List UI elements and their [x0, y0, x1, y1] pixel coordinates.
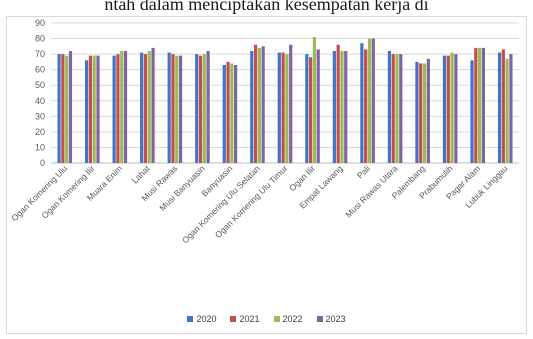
bar-2023 — [454, 54, 458, 163]
bar-2020 — [387, 51, 392, 163]
bar-2023 — [481, 47, 486, 164]
bar-2021 — [281, 52, 285, 163]
legend-label: 2023 — [325, 314, 346, 324]
bar-2022 — [505, 58, 509, 163]
bar-2023 — [371, 38, 375, 163]
bar-2020 — [84, 60, 89, 164]
bar-2021 — [226, 61, 230, 164]
bar-2020 — [112, 55, 116, 163]
bar-2021 — [116, 54, 120, 163]
bar-2021 — [171, 54, 175, 163]
bar-2022 — [202, 54, 206, 163]
y-tick-label: 80 — [35, 34, 45, 44]
bar-2020 — [250, 51, 254, 163]
bar-2020 — [415, 61, 419, 164]
bar-2021 — [336, 44, 340, 163]
bar-2023 — [234, 65, 238, 163]
bar-2020 — [305, 54, 309, 163]
bar-2020 — [332, 51, 336, 163]
bar-2020 — [140, 52, 144, 163]
bar-2022 — [257, 47, 261, 164]
bar-2020 — [442, 55, 447, 163]
bar-2021 — [61, 54, 65, 163]
legend-item-2023: 2023 — [316, 314, 346, 324]
legend-item-2022: 2022 — [273, 314, 303, 324]
bar-2022 — [175, 55, 179, 163]
bar-2021 — [419, 63, 423, 163]
bar-2022 — [147, 51, 151, 163]
bar-2020 — [470, 60, 474, 164]
legend-item-2020: 2020 — [187, 314, 216, 324]
bar-2021 — [364, 49, 368, 163]
bar-2023 — [509, 54, 513, 163]
bar-2021 — [198, 55, 203, 163]
chart-legend: 2020 2021 2022 2023 — [7, 314, 526, 324]
legend-swatch — [230, 316, 237, 322]
x-tick-label: Pali — [355, 163, 372, 180]
bar-2023 — [151, 47, 155, 164]
y-tick-label: 10 — [35, 142, 45, 152]
bar-2022 — [230, 63, 234, 163]
y-tick-label: 90 — [35, 18, 45, 28]
bar-2021 — [88, 55, 92, 163]
bar-2020 — [222, 65, 226, 163]
bar-2021 — [391, 54, 395, 163]
bar-2023 — [399, 54, 403, 163]
bar-2020 — [57, 54, 61, 163]
y-tick-label: 70 — [35, 49, 45, 59]
bar-2022 — [285, 54, 289, 163]
bar-2023 — [426, 58, 430, 163]
bar-2022 — [478, 47, 482, 164]
bar-2022 — [340, 51, 344, 163]
y-tick-label: 0 — [40, 158, 45, 168]
legend-swatch — [273, 316, 280, 322]
y-tick-label: 60 — [35, 65, 45, 75]
bar-2021 — [446, 55, 450, 163]
legend-label: 2021 — [239, 314, 260, 324]
bar-2022 — [422, 63, 427, 163]
bar-2020 — [497, 52, 502, 163]
bar-2021 — [253, 44, 258, 163]
y-tick-label: 50 — [35, 80, 45, 90]
header-partial-text: ntah dalam menciptakan kesempatan kerja … — [104, 0, 429, 14]
legend-swatch — [316, 316, 323, 322]
legend-label: 2020 — [196, 314, 217, 324]
bar-2023 — [261, 46, 265, 163]
bar-2022 — [395, 54, 399, 163]
bar-2023 — [206, 51, 210, 163]
x-tick-label: Lahat — [130, 163, 153, 186]
bar-2023 — [344, 51, 348, 163]
bar-2022 — [312, 37, 317, 163]
bar-2023 — [178, 55, 183, 163]
bar-2022 — [65, 55, 69, 163]
y-tick-label: 20 — [35, 127, 45, 137]
legend-swatch — [187, 316, 194, 322]
y-tick-label: 40 — [35, 96, 45, 106]
bar-2020 — [167, 52, 171, 163]
bar-2021 — [501, 49, 505, 163]
bar-2023 — [68, 51, 73, 163]
bar-2022 — [120, 51, 124, 163]
y-tick-label: 30 — [35, 111, 45, 121]
legend-label: 2022 — [282, 314, 303, 324]
bar-2022 — [92, 55, 96, 163]
bar-2021 — [309, 57, 313, 163]
chart-area: 0 10 20 30 40 50 60 70 80 90 Ogan Komering Ulu Ogan… — [6, 16, 527, 334]
bar-2020 — [277, 52, 281, 163]
bar-2023 — [289, 44, 293, 163]
bar-2021 — [474, 47, 478, 164]
bar-2023 — [123, 51, 128, 163]
bar-2020 — [195, 54, 199, 163]
bar-2023 — [96, 55, 100, 163]
legend-item-2021: 2021 — [230, 314, 260, 324]
bar-2022 — [450, 52, 454, 163]
bar-2021 — [143, 54, 148, 163]
bar-2023 — [316, 49, 320, 163]
bar-2020 — [360, 43, 364, 163]
bar-2022 — [367, 38, 372, 163]
